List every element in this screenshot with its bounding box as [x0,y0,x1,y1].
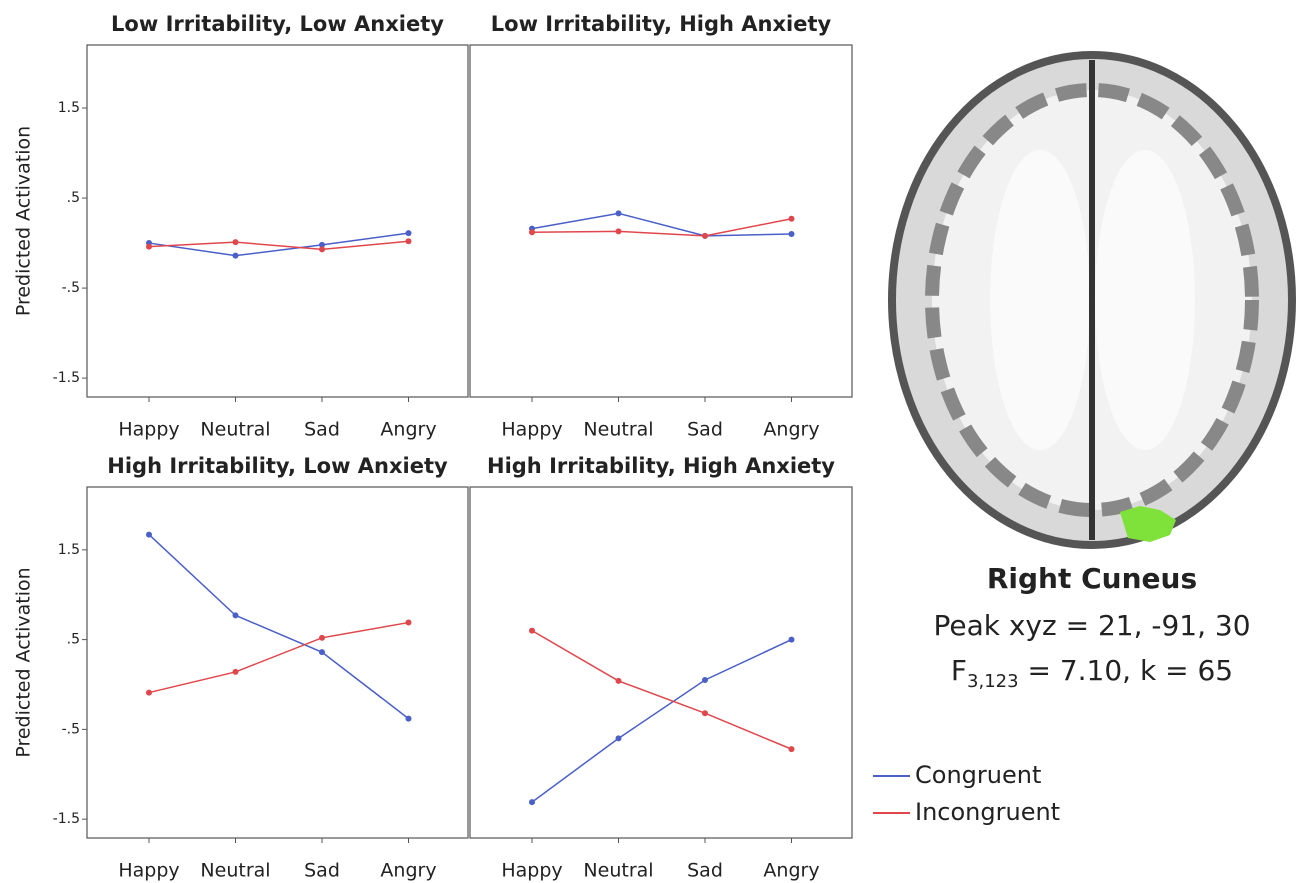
data-point [146,532,152,538]
data-point [702,233,708,239]
x-tick-label: Neutral [583,860,653,882]
chart-title: High Irritability, High Anxiety [487,454,835,478]
x-tick-label: Happy [501,860,562,882]
data-point [789,746,795,752]
y-tick-label: -.5 [62,280,80,296]
data-point [233,253,239,259]
data-point [702,677,708,683]
data-point [233,669,239,675]
data-point [146,690,152,696]
plot-frame [87,487,468,838]
y-tick-label: .5 [67,190,80,206]
data-point [529,799,535,805]
x-tick-label: Angry [380,860,436,882]
plot-frame [470,45,852,397]
legend-label: Congruent [915,761,1041,789]
data-point [406,716,412,722]
data-point [529,229,535,235]
plot-frame [87,45,468,397]
data-point [233,239,239,245]
stat-label: F3,123 = 7.10, k = 65 [951,654,1233,692]
data-point [319,635,325,641]
x-tick-label: Sad [687,860,723,882]
data-point [529,628,535,634]
chart-title: Low Irritability, High Anxiety [491,12,832,36]
y-tick-label: -1.5 [53,811,80,827]
stat-subscript: 3,123 [967,671,1019,692]
region-label: Right Cuneus [987,562,1197,595]
x-tick-label: Happy [501,419,562,441]
y-axis-label: Predicted Activation [13,567,35,757]
series-line [532,640,792,802]
stat-value: = 7.10, k = 65 [1019,654,1234,687]
y-tick-label: 1.5 [58,100,80,116]
data-point [789,637,795,643]
peak-label: Peak xyz = 21, -91, 30 [933,609,1250,642]
x-tick-label: Sad [687,419,723,441]
data-point [616,228,622,234]
x-tick-label: Neutral [583,419,653,441]
x-tick-label: Sad [304,419,340,441]
data-point [406,230,412,236]
figure: Right Cuneus Peak xyz = 21, -91, 30 F3,1… [0,0,1298,883]
data-point [406,620,412,626]
series-line [532,631,792,749]
series-line [149,535,409,719]
brain-image [892,55,1292,545]
data-point [616,678,622,684]
x-tick-label: Neutral [200,860,270,882]
x-tick-label: Sad [304,860,340,882]
y-tick-label: -1.5 [53,370,80,386]
y-tick-label: 1.5 [58,542,80,558]
x-tick-label: Angry [380,419,436,441]
chart-title: High Irritability, Low Anxiety [107,454,448,478]
data-point [319,649,325,655]
chart-title: Low Irritability, Low Anxiety [111,12,444,36]
legend-label: Incongruent [915,798,1060,826]
x-tick-label: Happy [118,860,179,882]
data-point [319,246,325,252]
data-point [616,210,622,216]
data-point [789,216,795,222]
data-point [789,231,795,237]
y-tick-label: -.5 [62,721,80,737]
x-tick-label: Happy [118,419,179,441]
x-tick-label: Angry [763,860,819,882]
stat-symbol: F [951,654,967,687]
data-point [406,238,412,244]
y-axis-label: Predicted Activation [13,126,35,316]
x-tick-label: Angry [763,419,819,441]
x-tick-label: Neutral [200,419,270,441]
data-point [702,710,708,716]
data-point [233,612,239,618]
plot-frame [470,487,852,838]
y-tick-label: .5 [67,632,80,648]
data-point [616,735,622,741]
data-point [146,244,152,250]
